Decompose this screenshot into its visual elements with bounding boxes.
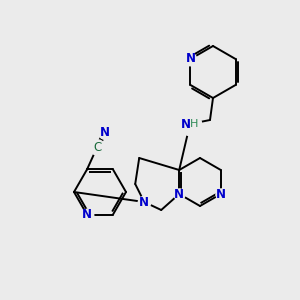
Text: N: N bbox=[185, 52, 196, 65]
Text: N: N bbox=[174, 188, 184, 200]
Text: N: N bbox=[82, 208, 92, 221]
Text: H: H bbox=[190, 119, 198, 129]
Text: N: N bbox=[216, 188, 226, 200]
Text: N: N bbox=[139, 196, 149, 208]
Text: C: C bbox=[93, 141, 101, 154]
Text: N: N bbox=[181, 118, 191, 130]
Text: N: N bbox=[100, 126, 110, 139]
